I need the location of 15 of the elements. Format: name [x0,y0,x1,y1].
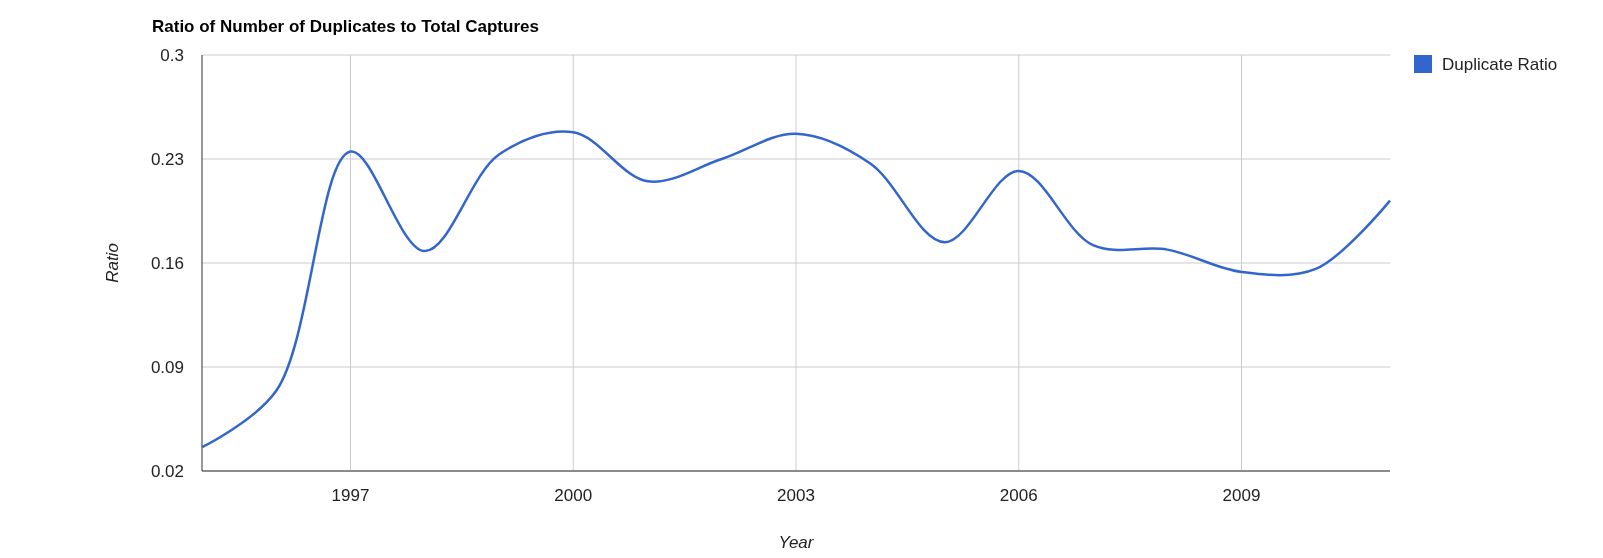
x-tick-label: 2006 [999,486,1038,505]
legend-label: Duplicate Ratio [1442,55,1558,74]
x-axis-title: Year [778,533,815,552]
x-tick-label: 2003 [777,486,815,505]
x-tick-label: 2000 [554,486,593,505]
y-tick-label: 0.3 [160,46,184,65]
chart-title: Ratio of Number of Duplicates to Total Captures [152,17,539,36]
y-tick-label: 0.23 [150,150,184,169]
y-tick-label: 0.02 [150,462,184,481]
y-tick-label: 0.09 [150,358,184,377]
y-tick-label: 0.16 [150,254,184,273]
x-tick-label: 1997 [331,486,370,505]
y-axis-title: Ratio [103,243,122,283]
x-tick-label: 2009 [1222,486,1261,505]
line-series [200,130,1392,449]
